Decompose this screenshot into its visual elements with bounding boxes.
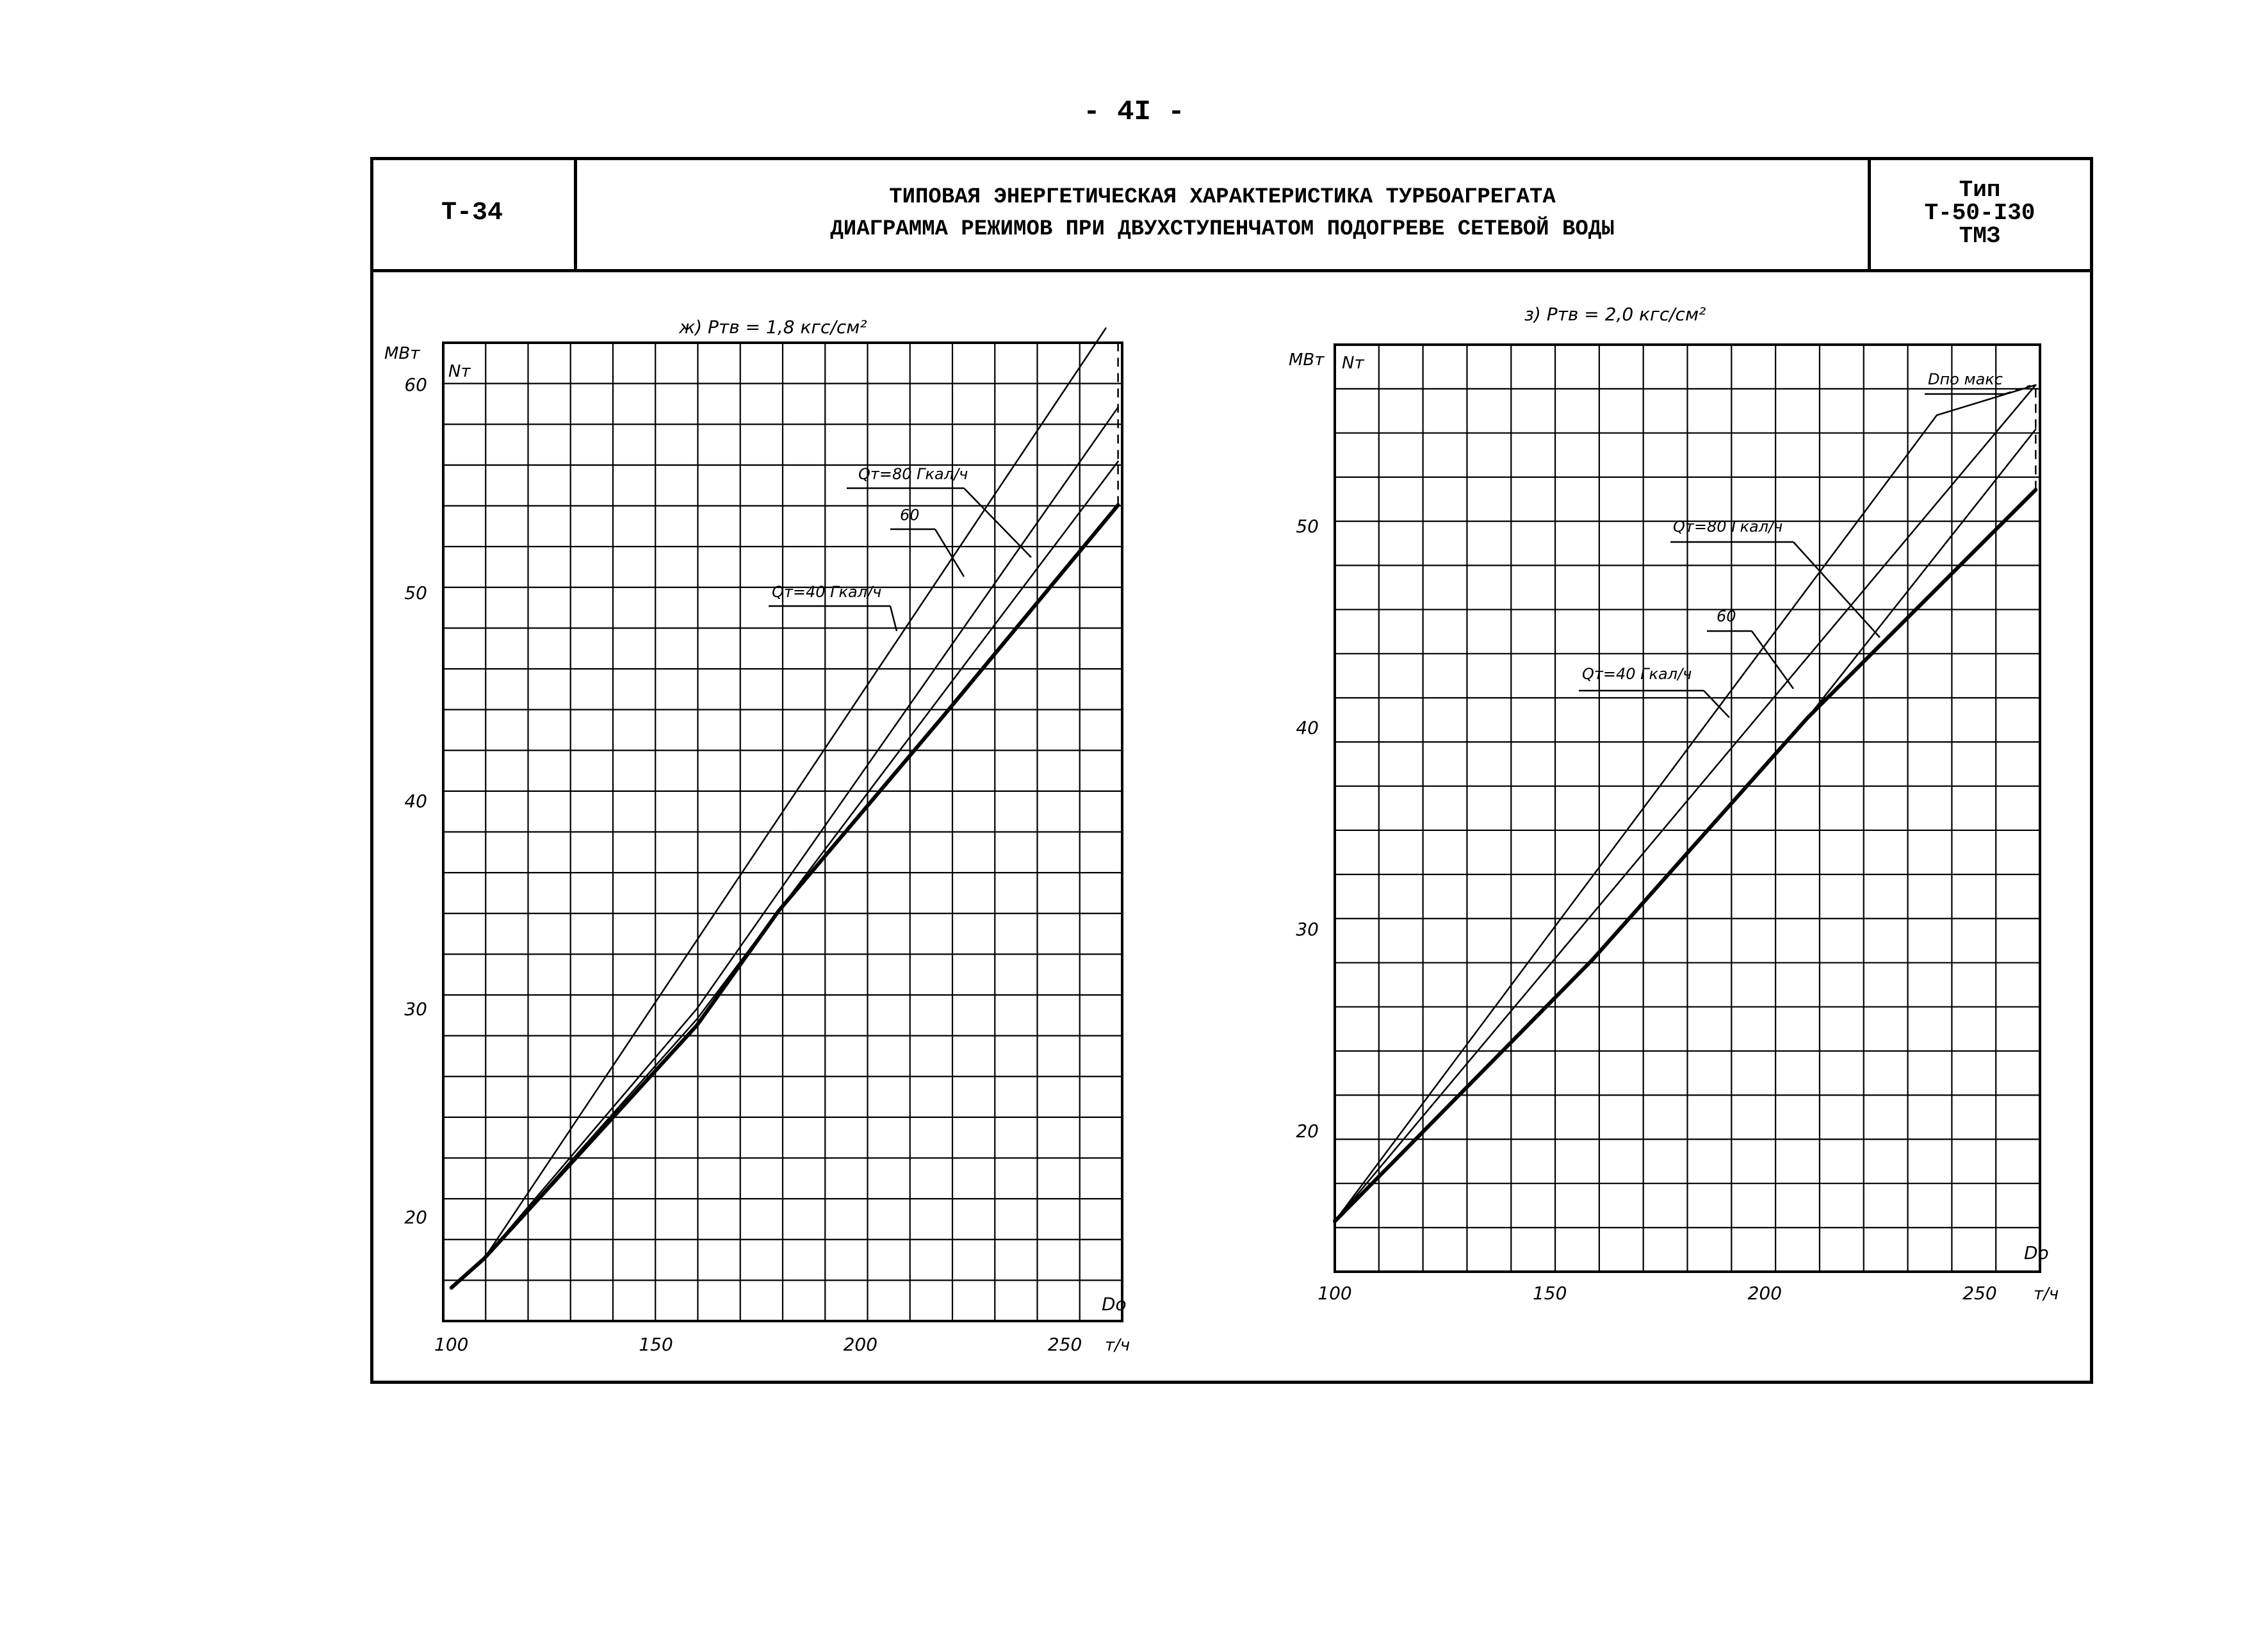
turbine-type: Тип Т-50-I30 ТМЗ xyxy=(1871,157,2089,269)
chart1-title: ж) Pтв = 1,8 кгс/см² xyxy=(678,316,867,338)
title-line-2: ДИАГРАММА РЕЖИМОВ ПРИ ДВУХСТУПЕНЧАТОМ ПО… xyxy=(830,217,1615,242)
title-line-1: ТИПОВАЯ ЭНЕРГЕТИЧЕСКАЯ ХАРАКТЕРИСТИКА ТУ… xyxy=(889,185,1556,209)
chart2-series-line-3 xyxy=(1334,428,2037,1222)
chart2-series-line-2 xyxy=(1334,384,2037,1222)
type-maker: ТМЗ xyxy=(1959,222,2001,249)
drawing-frame xyxy=(370,157,2093,1384)
chart2-x-tick-label: 150 xyxy=(1533,1283,1567,1304)
sheet-title: ТИПОВАЯ ЭНЕРГЕТИЧЕСКАЯ ХАРАКТЕРИСТИКА ТУ… xyxy=(577,157,1871,269)
chart1-series-line-4 xyxy=(449,503,1120,1290)
chart1-y-tick-label: 60 xyxy=(404,374,427,395)
chart2-annot-q40-leader xyxy=(1703,690,1730,718)
chart1-x-tick-label: 200 xyxy=(844,1334,877,1355)
chart1-y-tick-label: 20 xyxy=(404,1207,427,1228)
chart1-annot-q80: Qт=80 Гкал/ч xyxy=(858,465,968,483)
chart1-y-label: Nт xyxy=(448,362,471,381)
chart2-x-tick-label: 250 xyxy=(1962,1283,1996,1304)
chart2-x-label: Dо xyxy=(2024,1242,2049,1263)
chart1-series-line-2 xyxy=(483,406,1119,1260)
chart1-annot-q40: Qт=40 Гкал/ч xyxy=(772,583,881,601)
chart2-annot-q80-leader xyxy=(1793,541,1880,638)
sheet-code: Т-34 xyxy=(370,157,577,269)
chart2-y-tick-label: 20 xyxy=(1296,1121,1319,1142)
chart2-title: з) Pтв = 2,0 кгс/см² xyxy=(1524,304,1706,325)
chart2-annot-dmax-leader xyxy=(2004,384,2031,395)
chart1-y-tick-label: 30 xyxy=(404,999,427,1020)
chart2-y-unit: МВт xyxy=(1289,350,1325,370)
chart2-plot-border xyxy=(1334,343,2041,1273)
page-number: - 4I - xyxy=(1083,96,1185,128)
chart2-y-tick-label: 50 xyxy=(1296,516,1319,537)
chart1-x-tick-label: 250 xyxy=(1048,1334,1082,1355)
chart1-annot-q80-leader xyxy=(963,488,1032,558)
chart2-series-line-1 xyxy=(1334,384,2037,1222)
chart1-annot-60: 60 xyxy=(900,506,920,524)
chart1-series-line-1 xyxy=(483,327,1107,1260)
chart1-y-tick-label: 40 xyxy=(404,791,427,812)
chart2-annot-q40: Qт=40 Гкал/ч xyxy=(1582,665,1692,683)
chart2-y-label: Nт xyxy=(1342,354,1364,373)
chart2-x-unit: т/ч xyxy=(2034,1285,2059,1304)
chart2-annot-dmax: Dпо макс xyxy=(1928,370,2003,388)
type-label: Тип xyxy=(1959,176,2001,203)
type-model: Т-50-I30 xyxy=(1924,199,2035,226)
chart2-x-tick-label: 100 xyxy=(1318,1283,1351,1304)
chart1-y-tick-label: 50 xyxy=(404,582,427,604)
chart1-annot-q40-leader xyxy=(889,605,898,632)
chart2-series-line-4 xyxy=(1333,488,2038,1224)
chart2-annot-q80: Qт=80 Гкал/ч xyxy=(1673,518,1783,536)
chart1-y-unit: МВт xyxy=(384,344,420,363)
chart1-x-tick-label: 100 xyxy=(434,1334,468,1355)
chart1-x-tick-label: 150 xyxy=(639,1334,673,1355)
chart2-annot-60: 60 xyxy=(1717,607,1736,625)
chart2-y-tick-label: 40 xyxy=(1296,718,1319,739)
chart2-x-tick-label: 200 xyxy=(1748,1283,1782,1304)
chart1-plot-border xyxy=(442,341,1123,1322)
chart1-x-label: Dо xyxy=(1102,1293,1127,1315)
chart2-annot-60-leader xyxy=(1750,630,1795,689)
chart1-x-unit: т/ч xyxy=(1105,1336,1130,1355)
chart1-annot-60-leader xyxy=(934,529,965,577)
chart2-y-tick-label: 30 xyxy=(1296,919,1319,940)
title-block: Т-34 ТИПОВАЯ ЭНЕРГЕТИЧЕСКАЯ ХАРАКТЕРИСТИ… xyxy=(370,157,2093,272)
